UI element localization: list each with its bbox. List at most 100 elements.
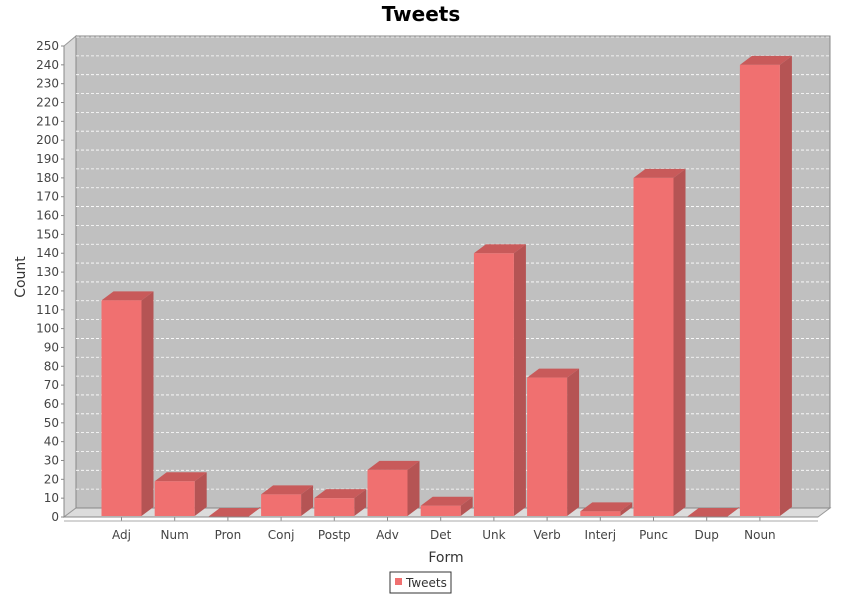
bar-top	[261, 485, 314, 495]
bar-top	[580, 502, 633, 512]
legend-swatch	[395, 578, 402, 585]
bar-side	[141, 291, 154, 516]
bar-front	[473, 253, 514, 517]
bar-top	[207, 508, 260, 517]
bar-noun	[739, 55, 792, 517]
bar-top	[686, 508, 739, 517]
x-tick-label: Postp	[318, 528, 351, 542]
y-tick-label: 30	[44, 453, 59, 467]
y-tick-label: 70	[44, 378, 59, 392]
y-tick-label: 230	[36, 77, 59, 91]
y-tick-label: 130	[36, 265, 59, 279]
y-tick-label: 220	[36, 96, 59, 110]
bars	[101, 55, 792, 517]
x-tick-label: Conj	[268, 528, 295, 542]
x-tick-label: Dup	[694, 528, 718, 542]
bar-postp	[314, 489, 367, 516]
grid-lines	[76, 36, 830, 490]
bar-top	[633, 168, 686, 178]
bar-top	[367, 460, 420, 470]
bar-adj	[101, 291, 154, 516]
x-tick-label: Unk	[482, 528, 505, 542]
y-tick-label: 160	[36, 209, 59, 223]
bar-front	[739, 64, 780, 516]
y-tick-label: 200	[36, 133, 59, 147]
x-axis-label: Form	[428, 550, 463, 566]
y-tick-label: 10	[44, 491, 59, 505]
y-tick-label: 50	[44, 416, 59, 430]
bar-top	[154, 472, 207, 482]
chart-title: Tweets	[382, 2, 461, 26]
y-tick-label: 170	[36, 190, 59, 204]
bar-front	[261, 494, 302, 516]
bar-side	[354, 489, 367, 516]
x-tick-label: Adv	[376, 528, 399, 542]
bar-front	[367, 469, 408, 516]
x-tick-label: Num	[161, 528, 189, 542]
bar-side	[301, 485, 314, 516]
y-axis-ticks: 0 10 20 30 40 50 60 70 80 90 100 110 120 130 140 150 160…	[36, 39, 64, 524]
x-tick-label: Noun	[744, 528, 776, 542]
y-tick-label: 0	[51, 510, 59, 524]
bar-side	[460, 496, 473, 516]
y-tick-label: 100	[36, 322, 59, 336]
plot-left-wall	[63, 34, 77, 518]
bar-adv	[367, 460, 420, 516]
bar-unk	[473, 244, 526, 517]
bar-side	[513, 244, 526, 517]
y-tick-label: 120	[36, 284, 59, 298]
y-tick-label: 250	[36, 39, 59, 53]
x-tick-label: Punc	[639, 528, 668, 542]
x-tick-label: Verb	[533, 528, 560, 542]
y-tick-label: 140	[36, 246, 59, 260]
bar-top	[527, 368, 580, 378]
bar-front	[314, 498, 355, 516]
bar-side	[620, 502, 633, 516]
bar-top	[420, 496, 473, 506]
bar-top	[739, 55, 792, 65]
bar-punc	[633, 168, 686, 516]
y-tick-label: 150	[36, 227, 59, 241]
bar-side	[407, 460, 420, 516]
bar-front	[527, 377, 568, 516]
bar-num	[154, 472, 207, 516]
y-tick-label: 190	[36, 152, 59, 166]
bar-top	[473, 244, 526, 254]
bar-det	[420, 496, 473, 516]
y-tick-label: 60	[44, 397, 59, 411]
plot-background	[75, 35, 831, 509]
y-tick-label: 90	[44, 340, 59, 354]
bar-side	[567, 368, 580, 516]
bar-front	[633, 177, 674, 516]
y-tick-label: 110	[36, 303, 59, 317]
bar-side	[194, 472, 207, 516]
y-axis-label: Count	[13, 256, 29, 298]
bar-front	[101, 300, 142, 516]
bar-dup	[686, 507, 739, 517]
legend-label: Tweets	[405, 576, 447, 590]
y-tick-label: 20	[44, 472, 59, 486]
bar-top	[101, 291, 154, 301]
x-axis-ticks: Adj Num Pron Conj Postp Adv Det Unk Verb Interj Pu…	[112, 517, 776, 542]
y-tick-label: 240	[36, 58, 59, 72]
legend: Tweets	[389, 571, 452, 594]
bar-top	[314, 489, 367, 499]
legend-box	[389, 571, 452, 594]
bar-pron	[207, 507, 260, 517]
y-tick-label: 210	[36, 114, 59, 128]
y-tick-label: 180	[36, 171, 59, 185]
x-tick-label: Interj	[585, 528, 617, 542]
bar-conj	[261, 485, 314, 516]
bar-side	[779, 55, 792, 517]
y-tick-label: 40	[44, 435, 59, 449]
x-tick-label: Adj	[112, 528, 131, 542]
bar-front	[420, 505, 461, 516]
bar-verb	[527, 368, 580, 516]
x-tick-label: Pron	[215, 528, 242, 542]
y-tick-label: 80	[44, 359, 59, 373]
bar-interj	[580, 502, 633, 516]
x-tick-label: Det	[430, 528, 452, 542]
bar-front	[580, 511, 621, 516]
bar-side	[673, 168, 686, 516]
